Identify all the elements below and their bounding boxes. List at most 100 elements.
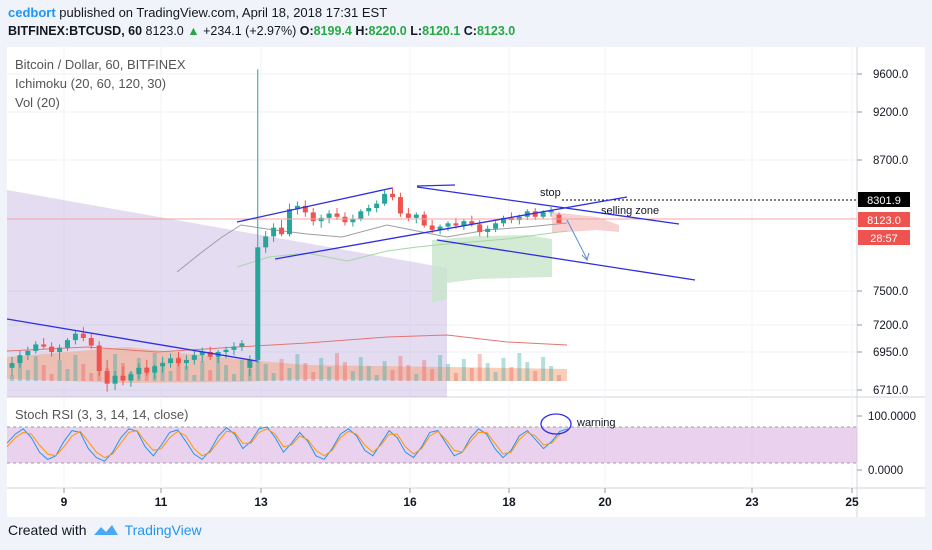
stoch-axis: 100.0000 0.0000 xyxy=(857,411,916,477)
volume-bar xyxy=(311,372,316,381)
candle-body xyxy=(445,223,451,227)
candle-body xyxy=(160,363,166,367)
price-tick-label: 7500.0 xyxy=(873,286,908,298)
trendline-lower-left xyxy=(7,318,258,362)
candle-body xyxy=(263,236,269,248)
candle-body xyxy=(183,359,189,364)
volume-bar xyxy=(263,364,268,381)
tradingview-logo-icon xyxy=(93,525,118,535)
down-channel-upper xyxy=(416,186,680,225)
warning-circle xyxy=(540,413,572,435)
author-link[interactable]: cedbort xyxy=(8,5,56,20)
candle-body xyxy=(136,367,142,375)
volume-bar xyxy=(17,361,22,381)
volume-bar xyxy=(477,354,482,381)
candle-body xyxy=(17,355,23,364)
high-label: H: xyxy=(355,24,369,38)
open-value: 8199.4 xyxy=(313,24,352,38)
candle-body xyxy=(207,352,213,357)
candle-body xyxy=(271,227,277,237)
volume-bar xyxy=(231,374,236,381)
stoch-rsi-lines xyxy=(6,426,569,462)
volume-bar xyxy=(271,373,276,381)
candle-body xyxy=(199,352,205,356)
price-axis[interactable]: 9600.0 9200.0 8700.0 7500.0 7200.0 6950.0 6710… xyxy=(857,69,908,397)
grid xyxy=(7,47,857,488)
stop-price-tag-text: 8301.9 xyxy=(867,195,901,207)
candle-body xyxy=(302,205,308,213)
price-tick-label: 6710.0 xyxy=(873,385,908,397)
candle-body xyxy=(397,197,403,214)
candle-body xyxy=(120,375,126,381)
candle-body xyxy=(350,218,356,223)
volume-bar xyxy=(192,375,197,381)
candle-body xyxy=(390,193,396,198)
volume-bar xyxy=(303,363,308,381)
candle-body xyxy=(80,333,86,338)
candle-body xyxy=(437,226,443,230)
price-tick-label: 8700.0 xyxy=(873,155,908,167)
time-axis[interactable]: 9 11 13 16 18 20 23 25 xyxy=(61,488,859,509)
candle-body xyxy=(358,211,364,219)
time-tick-label: 23 xyxy=(745,495,759,509)
candle-body xyxy=(429,225,435,230)
volume-bar xyxy=(65,369,70,381)
high-value: 8220.0 xyxy=(368,24,407,38)
candle-body xyxy=(191,355,197,360)
close-value: 8123.0 xyxy=(476,24,516,38)
volume-legend: Vol (20) xyxy=(15,95,60,110)
volume-bar xyxy=(501,358,506,381)
current-price-tag xyxy=(858,212,910,227)
volume-bar xyxy=(366,366,371,381)
candle-body xyxy=(310,212,316,222)
volume-bar xyxy=(374,375,379,381)
volume-bar xyxy=(390,370,395,381)
chart-container[interactable]: stop selling zone Bitcoin / Dollar, 60, … xyxy=(6,47,925,517)
candle-body xyxy=(334,213,340,217)
volume-bar xyxy=(541,357,546,381)
candle-body xyxy=(255,247,261,360)
volume-bar xyxy=(239,360,244,381)
candle-body xyxy=(175,358,181,364)
candle-body xyxy=(88,337,94,346)
time-tick-label: 25 xyxy=(845,495,859,509)
candle-body xyxy=(461,221,467,226)
volume-bar xyxy=(49,374,54,381)
candle-body xyxy=(9,363,15,368)
volume-bar xyxy=(168,371,173,381)
footer: Created with TradingView xyxy=(8,522,202,538)
price-chart[interactable]: stop selling zone Bitcoin / Dollar, 60, … xyxy=(6,47,925,517)
volume-bar xyxy=(342,362,347,381)
tradingview-link[interactable]: TradingView xyxy=(124,522,202,538)
price-tick-label: 6950.0 xyxy=(873,347,908,359)
candle-body xyxy=(485,228,491,233)
volume-bar xyxy=(485,363,490,381)
time-tick-label: 18 xyxy=(502,495,516,509)
candle-body xyxy=(477,224,483,233)
volume-bar xyxy=(382,361,387,381)
volume-bar xyxy=(469,368,474,381)
volume-bar xyxy=(453,373,458,381)
volume-bar xyxy=(319,358,324,381)
candle-body xyxy=(516,216,522,221)
volume-bar xyxy=(176,357,181,381)
candle-body xyxy=(453,223,459,226)
stoch-tick-label: 0.0000 xyxy=(868,465,903,477)
up-arrow-icon: ▲ xyxy=(187,24,200,38)
time-tick-label: 16 xyxy=(403,495,417,509)
low-value: 8120.1 xyxy=(422,24,461,38)
volume-bar xyxy=(358,357,363,381)
price-tick-label: 9600.0 xyxy=(873,69,908,81)
countdown-tag xyxy=(858,230,910,245)
volume-bar xyxy=(208,370,213,381)
time-tick-label: 13 xyxy=(254,495,268,509)
ichimoku-legend: Ichimoku (20, 60, 120, 30) xyxy=(15,76,166,91)
candle-body xyxy=(96,345,102,371)
volume-bar xyxy=(73,355,78,381)
volume-bar xyxy=(216,356,221,381)
candle-body xyxy=(279,227,285,235)
volume-bar xyxy=(279,359,284,381)
ichimoku-cloud-pink xyxy=(552,212,619,233)
stop-price-tag xyxy=(858,192,910,207)
volume-bar xyxy=(533,371,538,381)
